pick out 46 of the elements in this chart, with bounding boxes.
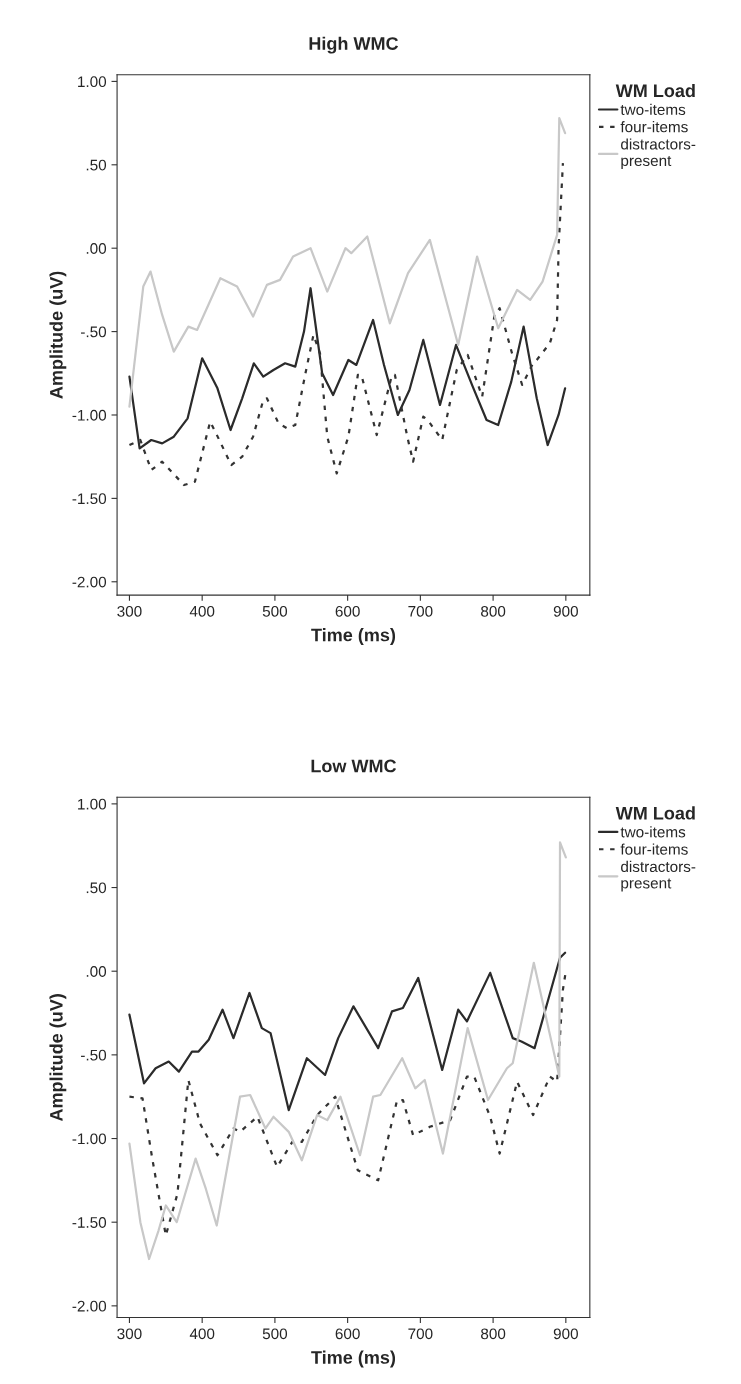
y-axis-title: Amplitude (uV) [49,994,67,1122]
x-tick-label: 700 [408,605,433,617]
line-series [128,841,567,1261]
y-tick-label: .00 [86,243,107,254]
x-axis-title: Time (ms) [311,1350,396,1368]
legend-label: four-items [620,121,688,133]
x-tick-label: 600 [335,1328,360,1340]
y-tick-label: .50 [86,159,107,171]
x-tick-label: 400 [189,1328,215,1340]
x-tick-label: 500 [262,1328,288,1340]
chart-title: Low WMC [311,759,397,773]
legend-title: WM Load [615,83,695,98]
x-tick-label: 700 [408,1328,433,1340]
x-tick-label: 500 [262,605,288,617]
x-tick-label: 900 [553,1328,578,1340]
x-tick-label: 300 [117,605,142,617]
y-tick-label: -.50 [81,1049,107,1061]
y-tick-label: -1.00 [72,409,107,421]
legend-label: distractors- present [621,860,696,892]
legend-title: WM Load [615,806,695,820]
x-tick-label: 600 [335,605,360,617]
y-tick-label: 1.00 [78,798,107,810]
y-tick-label: -1.00 [72,1133,107,1145]
x-tick-label: 300 [117,1328,142,1340]
legend-label: two-items [620,103,686,116]
y-tick-label: -2.00 [72,1300,107,1312]
chart-title: High WMC [309,36,399,54]
line-series [128,162,565,487]
y-tick-label: .50 [86,882,107,894]
legend-label: distractors- present [621,138,696,170]
legend-label: two-items [620,826,686,838]
x-tick-label: 800 [481,605,506,617]
x-tick-label: 400 [189,605,215,617]
legend-label: four-items [620,843,688,855]
x-axis-title: Time (ms) [311,628,396,645]
y-tick-label: .00 [86,966,107,977]
line-series [128,951,567,1112]
y-axis-title: Amplitude (uV) [49,271,67,399]
line-series [128,116,567,408]
x-tick-label: 900 [553,605,578,617]
y-tick-label: -.50 [81,326,107,338]
y-tick-label: -2.00 [72,576,107,588]
x-tick-label: 800 [481,1328,506,1340]
y-tick-label: -1.50 [72,493,107,505]
y-tick-label: 1.00 [78,76,107,88]
y-tick-label: -1.50 [72,1217,107,1228]
